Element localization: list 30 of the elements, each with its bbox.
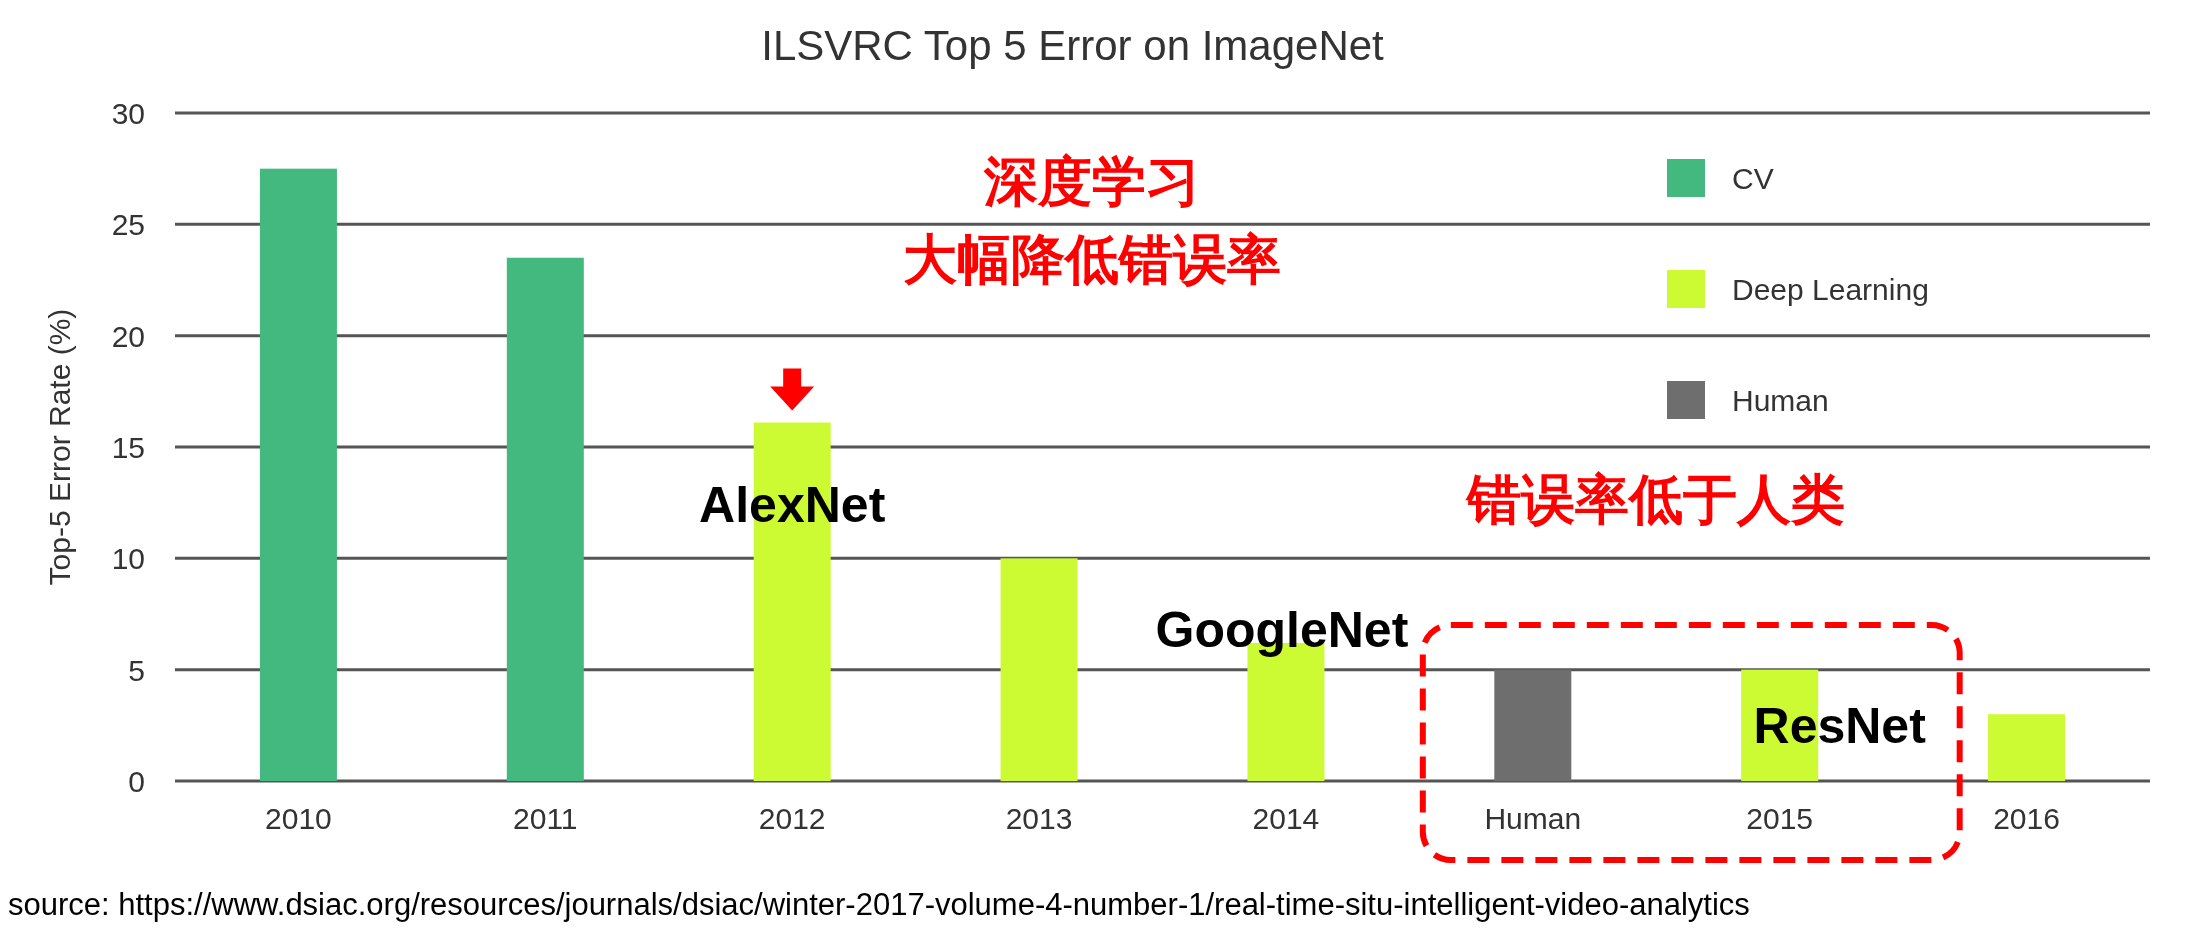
y-tick-label: 30 — [111, 97, 145, 130]
x-tick-label: 2011 — [513, 802, 578, 835]
x-tick-label: 2014 — [1252, 802, 1320, 835]
annotation: GoogleNet — [1155, 602, 1409, 658]
bar — [1494, 669, 1572, 781]
legend-label: CV — [1732, 162, 1774, 195]
annotation: 深度学习 — [983, 151, 1201, 211]
source-note: source: https://www.dsiac.org/resources/journals/dsiac/winter-2017-volume-4-number-1/real-time-situ-intelligent-video-analytics — [8, 887, 1750, 922]
x-tick-label: Human — [1484, 802, 1582, 835]
bar — [506, 257, 584, 781]
y-tick-label: 15 — [111, 431, 145, 464]
y-tick-label: 25 — [111, 208, 145, 242]
chart-title: ILSVRC Top 5 Error on ImageNet — [761, 22, 1385, 69]
annotation: 错误率低于人类 — [1465, 469, 1846, 529]
bar — [1988, 714, 2066, 781]
x-tick-label: 2010 — [265, 802, 332, 835]
y-tick-label: 10 — [111, 542, 145, 576]
x-tick-label: 2015 — [1746, 802, 1814, 835]
y-axis-title: Top-5 Error Rate (%) — [43, 308, 76, 586]
x-tick-label: 2016 — [1993, 802, 2060, 835]
legend-label: Human — [1732, 384, 1829, 417]
x-tick-label: 2012 — [758, 802, 826, 835]
y-tick-label: 20 — [111, 319, 145, 353]
annotation: 大幅降低错误率 — [903, 229, 1282, 289]
x-tick-label: 2013 — [1005, 802, 1073, 835]
bar — [1000, 558, 1078, 781]
bar — [259, 168, 337, 781]
y-tick-label: 0 — [128, 765, 145, 798]
y-tick-label: 5 — [128, 653, 145, 687]
legend-label: Deep Learning — [1732, 273, 1929, 306]
